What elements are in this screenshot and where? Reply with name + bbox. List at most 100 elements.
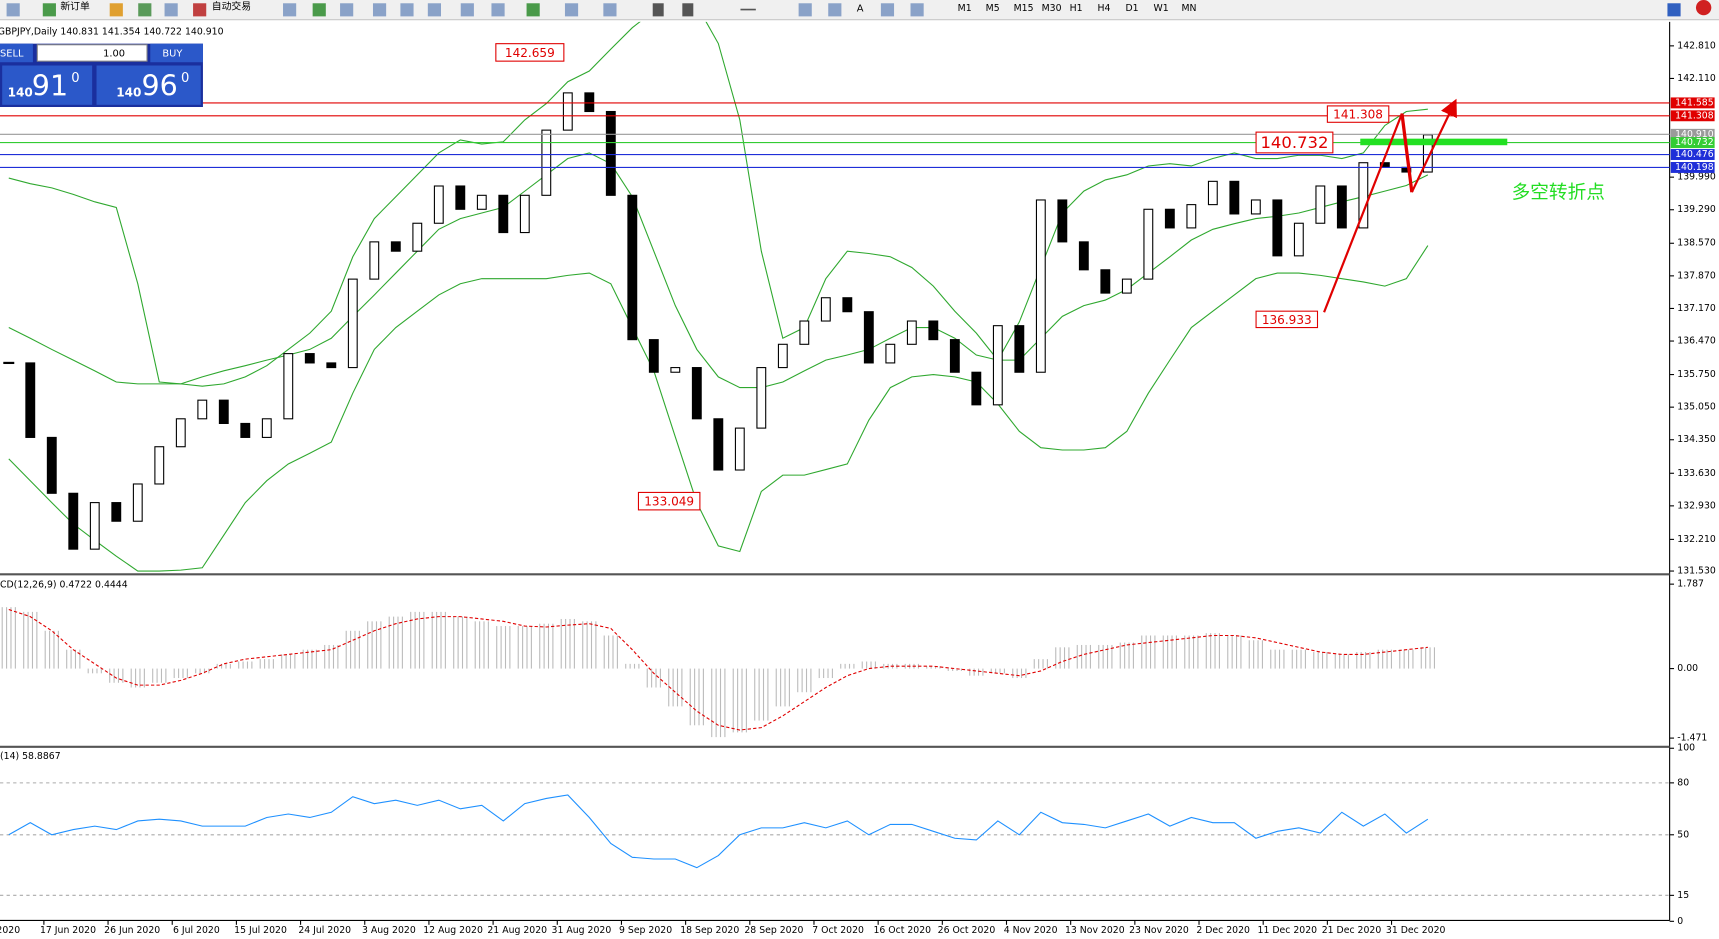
- y-tick-label: -1.471: [1677, 733, 1707, 744]
- candle: [283, 353, 294, 420]
- timeframe-button[interactable]: H4: [1098, 3, 1111, 14]
- candle: [1336, 185, 1347, 229]
- candle: [992, 325, 1003, 406]
- y-tick-label: 0: [1677, 916, 1683, 927]
- candle: [519, 194, 530, 234]
- candle: [670, 367, 681, 373]
- candle: [1250, 199, 1261, 215]
- header-high: 141.354: [102, 26, 141, 37]
- candle: [1272, 199, 1283, 257]
- y-tick-label: 137.870: [1677, 270, 1716, 281]
- candle: [562, 92, 573, 131]
- y-tick-label: 132.210: [1677, 534, 1716, 545]
- y-tick-label: 0.00: [1677, 663, 1698, 674]
- timeframe-button[interactable]: M30: [1042, 3, 1062, 14]
- candle: [1057, 199, 1068, 243]
- x-tick-label: 21 Aug 2020: [487, 925, 547, 936]
- candle: [1121, 278, 1132, 294]
- candle: [1229, 180, 1240, 215]
- candle: [240, 422, 251, 438]
- timeframe-button[interactable]: M5: [986, 3, 1000, 14]
- candle: [1315, 185, 1326, 224]
- timeframe-button[interactable]: M1: [958, 3, 972, 14]
- y-tick-label: 142.110: [1677, 73, 1716, 84]
- candle: [799, 320, 810, 345]
- candle: [304, 353, 315, 364]
- x-tick-label: 26 Jun 2020: [104, 925, 160, 936]
- timeframe-button[interactable]: W1: [1153, 3, 1168, 14]
- candle: [326, 362, 337, 369]
- auto-trading[interactable]: 自动交易: [212, 0, 251, 13]
- x-tick-label: 26 Oct 2020: [938, 925, 996, 936]
- candle: [218, 399, 229, 424]
- text-tool[interactable]: A: [857, 4, 864, 15]
- level-label: 140.910: [1675, 129, 1714, 140]
- y-tick-label: 137.170: [1677, 303, 1716, 314]
- macd-signal: [8, 609, 1428, 731]
- candle: [820, 297, 831, 322]
- level-label: 141.308: [1675, 110, 1714, 121]
- candle: [68, 492, 79, 550]
- candle: [906, 320, 917, 345]
- ask-digits: 96: [142, 69, 178, 102]
- bollinger-upper: [8, 21, 1428, 387]
- candle: [1035, 199, 1046, 373]
- candle: [175, 418, 186, 448]
- timeframe-button[interactable]: H1: [1070, 3, 1083, 14]
- candle: [541, 129, 552, 196]
- sell-button[interactable]: [0, 43, 33, 63]
- candle: [842, 297, 853, 313]
- drawings: [1323, 98, 1508, 313]
- candle: [1293, 222, 1304, 257]
- candle: [476, 194, 487, 210]
- lot-size[interactable]: 1.00: [103, 49, 125, 60]
- annotation: 多空转折点: [1512, 183, 1605, 204]
- x-tick-label: 21 Dec 2020: [1322, 925, 1382, 936]
- level-tag: [1670, 128, 1715, 140]
- candle: [347, 278, 358, 369]
- candle: [89, 502, 100, 550]
- x-tick-label: 7 Oct 2020: [812, 925, 864, 936]
- level-tag: [1670, 97, 1715, 109]
- candle: [1078, 241, 1089, 271]
- x-tick-label: 2 Dec 2020: [1196, 925, 1250, 936]
- x-tick-label: 16 Oct 2020: [873, 925, 931, 936]
- one-click-panel: SELL 1.00 BUY 140 91 0 140 96 0: [0, 43, 203, 108]
- candle: [390, 241, 401, 252]
- ask-pip: 0: [181, 71, 189, 86]
- sell-label[interactable]: SELL: [0, 49, 24, 60]
- timeframe-button[interactable]: M15: [1014, 3, 1034, 14]
- x-tick-label: 6 Jul 2020: [173, 925, 220, 936]
- bollinger-middle: [8, 152, 1429, 389]
- timeframe-button[interactable]: D1: [1126, 3, 1139, 14]
- candle: [455, 185, 466, 210]
- candle: [433, 185, 444, 224]
- candle: [734, 427, 745, 471]
- x-tick-label: 12 Aug 2020: [423, 925, 483, 936]
- y-tick-label: 136.470: [1677, 336, 1716, 347]
- x-tick-label: 4 Nov 2020: [1004, 925, 1058, 936]
- y-tick-label: 134.350: [1677, 434, 1716, 445]
- candle: [863, 311, 874, 364]
- level-label: 140.198: [1675, 162, 1714, 173]
- rsi-line: [8, 794, 1429, 869]
- buy-label[interactable]: BUY: [162, 49, 183, 60]
- y-tick-label: 139.990: [1677, 172, 1716, 183]
- candle: [1014, 325, 1025, 373]
- price-callout-label: 133.049: [644, 495, 694, 509]
- level-label: 140.732: [1675, 137, 1714, 148]
- toolbar-icons: [6, 0, 1712, 17]
- y-tick-label: 100: [1677, 743, 1695, 754]
- candle: [777, 343, 788, 369]
- rsi-label: (14) 58.8867: [0, 751, 61, 762]
- x-tick-label: 3 Aug 2020: [362, 925, 416, 936]
- y-tick-label: 50: [1677, 829, 1689, 840]
- new-order[interactable]: 新订单: [60, 0, 90, 13]
- buy-button[interactable]: [150, 43, 203, 63]
- chart-window: [0, 21, 1719, 939]
- y-tick-label: 15: [1677, 890, 1689, 901]
- ask-big: 140: [116, 85, 141, 99]
- level-label: 140.476: [1675, 149, 1714, 160]
- timeframe-button[interactable]: MN: [1181, 3, 1196, 14]
